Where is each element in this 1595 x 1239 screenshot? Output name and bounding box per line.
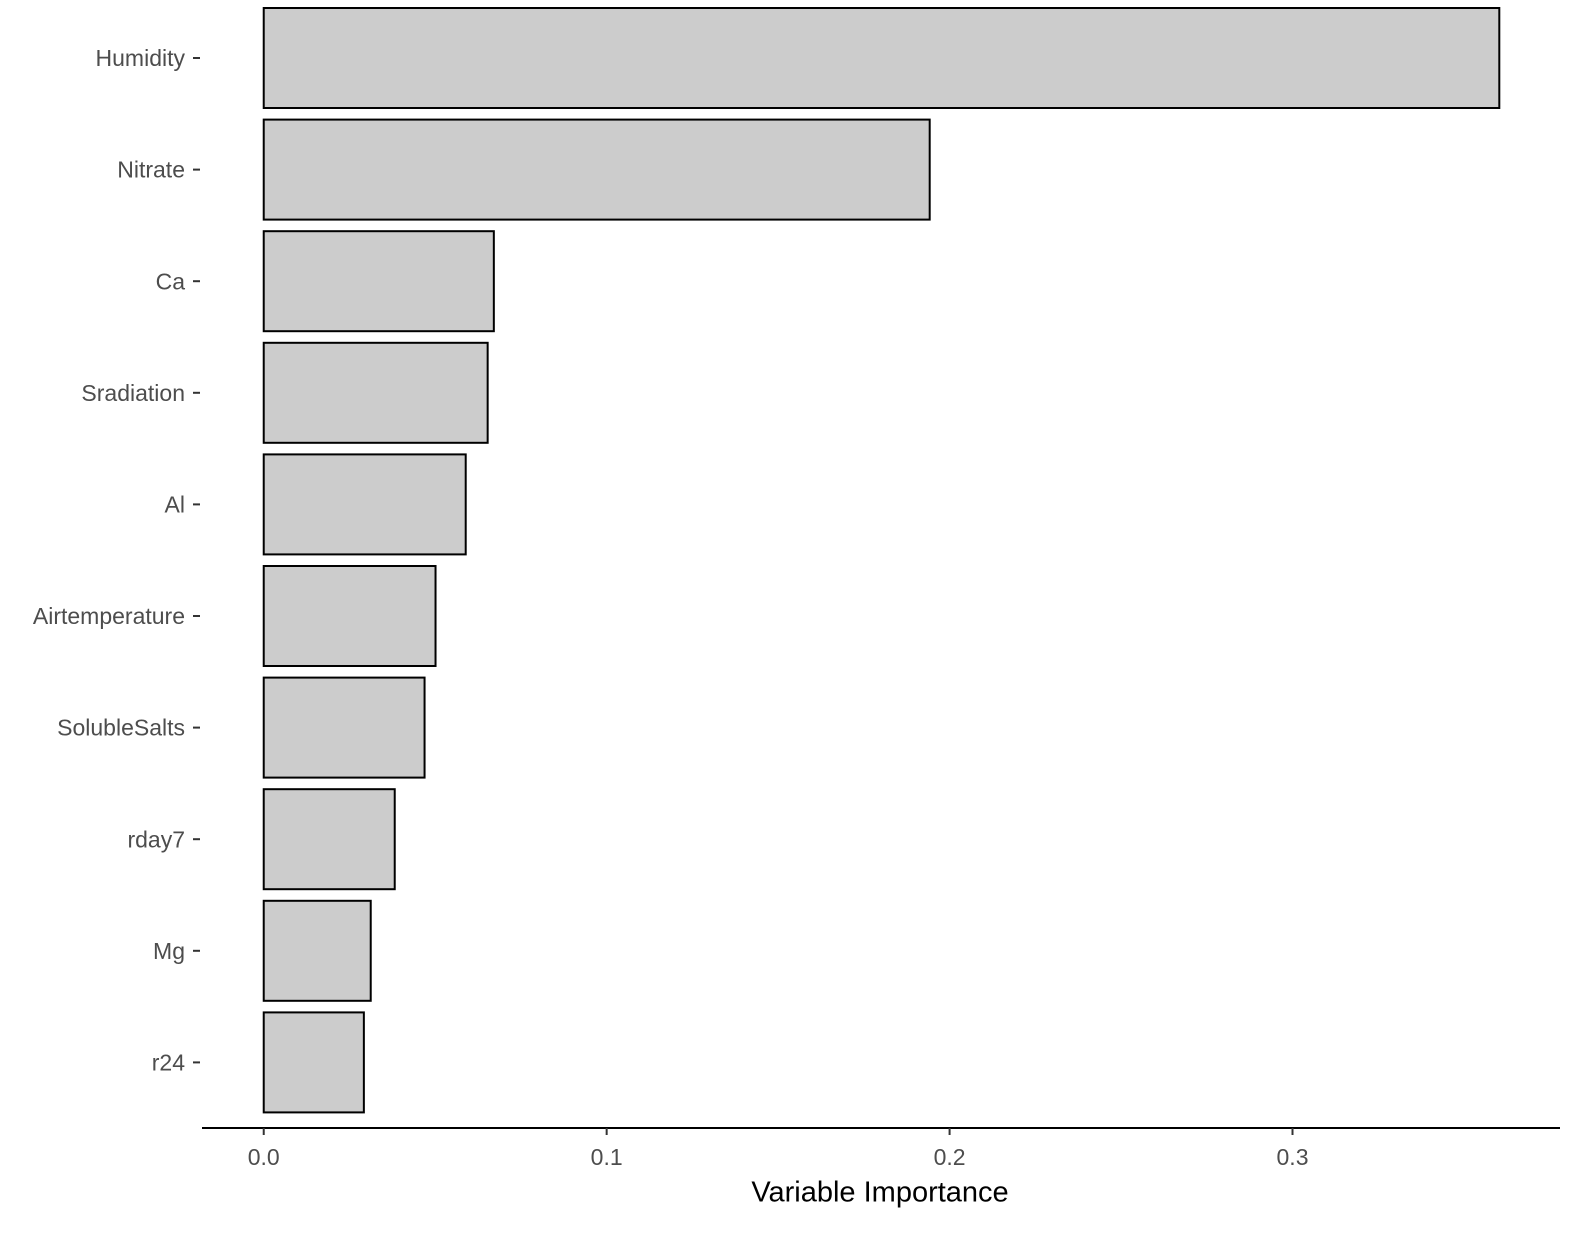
x-tick-label: 0.3 [1277,1144,1309,1170]
bar [262,899,372,1002]
bar [262,565,437,667]
y-tick-label: Sradiation [81,380,185,406]
bar [262,676,426,779]
y-tick-label: Al [165,491,185,517]
y-tick-label: Mg [153,938,185,964]
y-tick-label: Humidity [96,45,186,71]
x-tick-label: 0.1 [591,1144,623,1170]
y-tick-label: SolubleSalts [57,715,185,741]
y-tick-label: Nitrate [117,157,185,183]
x-axis-label: Variable Importance [751,1177,1008,1209]
bar [262,230,495,333]
bar [262,1011,365,1114]
y-tick-label: rday7 [127,826,185,852]
bar [262,7,1501,109]
x-tick-label: 0.0 [248,1144,280,1170]
y-tick-label: Airtemperature [33,603,185,629]
y-tick-label: r24 [152,1049,185,1075]
bar [262,341,489,444]
bar [262,453,467,556]
x-tick-label: 0.2 [934,1144,966,1170]
bar [262,118,931,221]
bar [262,788,396,891]
y-tick-label: Ca [156,268,186,294]
